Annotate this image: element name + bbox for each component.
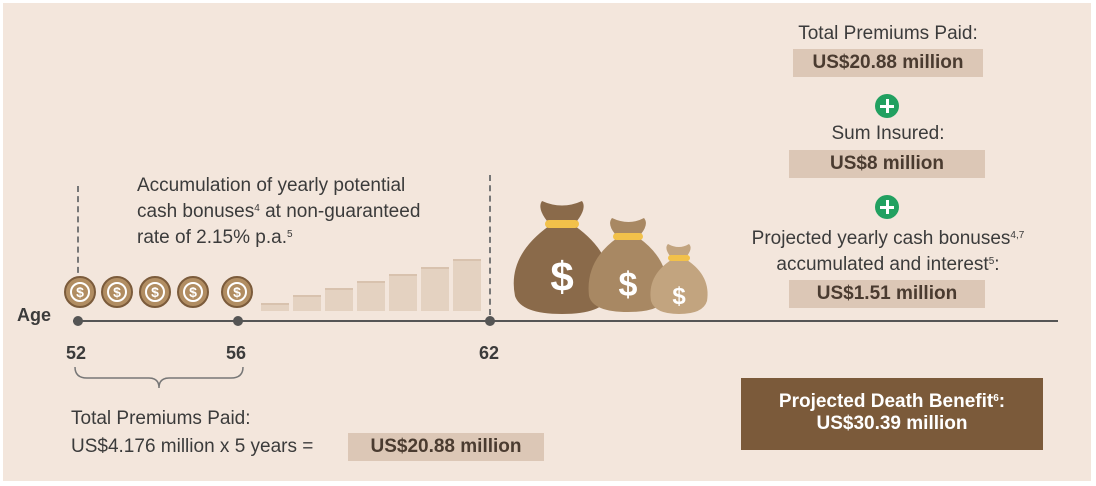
accumulation-line-1: Accumulation of yearly potential (137, 175, 406, 196)
bottom-premiums-label: Total Premiums Paid: (71, 408, 251, 429)
bag-dollar-sign: $ (619, 266, 638, 304)
bag-dollar-sign: $ (672, 283, 686, 310)
coin-icon: $ (221, 276, 253, 308)
bag-dollar-sign: $ (550, 253, 573, 300)
sum-insured-value: US$8 million (789, 150, 985, 178)
age-marker-52 (73, 316, 83, 326)
dashed-marker-62 (489, 175, 491, 315)
premiums-label: Total Premiums Paid: (798, 23, 978, 44)
plus-icon (875, 195, 899, 219)
death-benefit-value: US$30.39 million (816, 413, 968, 434)
age-marker-62 (485, 316, 495, 326)
bonus-step-bar (421, 267, 449, 311)
bonus-step-bar (453, 259, 481, 311)
death-benefit-box: Projected Death Benefit6: US$30.39 milli… (741, 378, 1043, 450)
bonus-step-bar (389, 274, 417, 311)
accumulation-line-2: cash bonuses4 at non-guaranteed (137, 201, 421, 222)
age-marker-56 (233, 316, 243, 326)
plus-icon (875, 94, 899, 118)
money-bags-icon: $ $ $ (513, 201, 708, 314)
bonus-step-bar (261, 303, 289, 311)
age-label-56: 56 (226, 343, 247, 363)
age-range-bracket (74, 366, 244, 389)
bonus-value: US$1.51 million (789, 280, 985, 308)
age-label-52: 52 (66, 343, 87, 363)
bonus-step-bar (325, 288, 353, 311)
coin-icon: $ (177, 276, 209, 308)
coin-icon: $ (64, 276, 96, 308)
bonus-step-bar (357, 281, 385, 311)
bonus-step-bar (293, 295, 321, 311)
age-axis-line (73, 320, 1058, 322)
infographic-panel: Age 52 56 62 Accumulation of yearly pote… (3, 3, 1091, 481)
dashed-marker-52 (77, 186, 79, 283)
accumulation-line-3: rate of 2.15% p.a.5 (137, 227, 293, 248)
bottom-premiums-calc: US$4.176 million x 5 years = (71, 436, 314, 457)
bonus-label-line-1: Projected yearly cash bonuses4,7 (751, 228, 1025, 249)
sum-insured-label: Sum Insured: (831, 123, 945, 144)
axis-label: Age (17, 305, 52, 325)
bottom-premiums-total: US$20.88 million (348, 433, 544, 461)
coin-icon: $ (139, 276, 171, 308)
premiums-value: US$20.88 million (793, 49, 983, 77)
coin-icon: $ (101, 276, 133, 308)
age-label-62: 62 (479, 343, 500, 363)
bonus-label-line-2: accumulated and interest5: (776, 254, 1000, 275)
death-benefit-label: Projected Death Benefit6: (778, 391, 1006, 412)
